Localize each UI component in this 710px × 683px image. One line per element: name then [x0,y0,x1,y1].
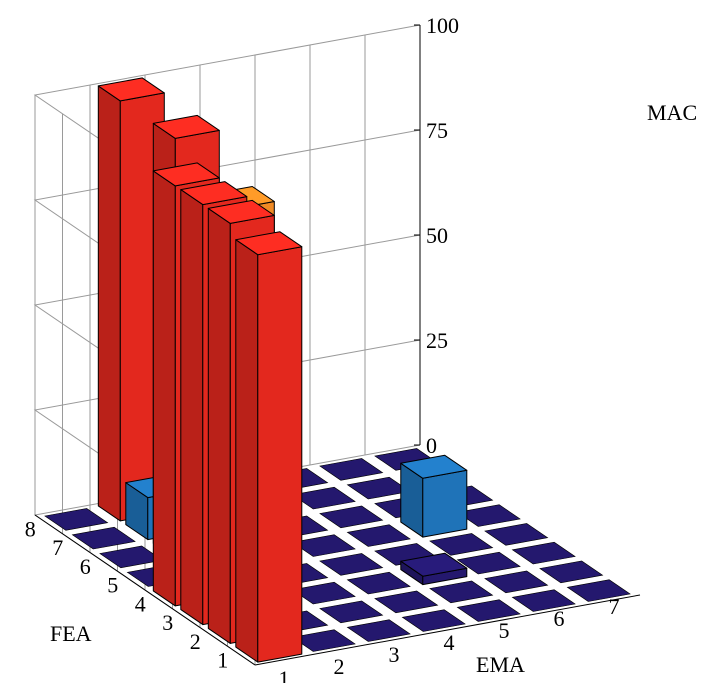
y-axis-line [34,514,256,666]
floor-tile [429,533,494,556]
floor-tile [484,570,549,594]
bar-top [152,162,220,187]
bar-side [152,170,176,607]
bar-front [422,469,468,538]
bar-side [180,189,204,626]
bar-top [207,199,275,224]
y-tick-label: 8 [25,516,36,541]
bar-side [207,207,231,644]
floor-tile [511,541,576,565]
z-tick-label: 0 [426,433,437,458]
floor-tile [511,589,576,612]
x-tick-label: 6 [554,606,565,631]
y-tick-label: 2 [190,629,201,654]
bar-top [180,181,248,206]
floor-tile [484,523,549,546]
y-tick-label: 7 [52,535,63,560]
z-axis-label: MAC [647,100,697,125]
y-axis-label: FEA [50,621,92,646]
x-tick-label: 1 [279,666,290,683]
x-axis-line [254,594,641,666]
floor-tile [319,553,384,576]
bar-top [400,454,468,479]
bar [400,552,468,586]
bar-side [235,239,259,663]
x-tick-label: 7 [609,594,620,619]
x-tick-label: 3 [389,642,400,667]
bars [97,77,468,663]
floor-tile [456,599,521,622]
bar-top [152,114,220,139]
bar [400,454,468,538]
y-tick-label: 6 [80,554,91,579]
floor-tile [346,476,411,500]
x-axis-label: EMA [476,652,525,677]
floor-tile [429,580,494,604]
bar-top [97,77,165,102]
z-tick-label: 25 [426,328,448,353]
floor-tile [346,571,411,595]
z-tick-label: 75 [426,118,448,143]
bar-top [400,552,468,577]
y-tick-label: 5 [107,573,118,598]
x-tick-label: 5 [499,618,510,643]
floor-tile [71,526,136,550]
y-tick-label: 4 [135,591,146,616]
floor-tile [44,508,109,531]
floor-tile [99,545,164,569]
floor-tile [456,551,521,575]
floor-tile [374,590,439,614]
z-tick-label: 50 [426,223,448,248]
x-tick-label: 4 [444,630,455,655]
bar-side [97,85,121,522]
x-tick-label: 2 [334,654,345,679]
floor-tile [346,619,411,642]
floor-tile [319,505,384,529]
floor-tile [401,609,466,632]
axes-frame [34,24,641,666]
y-tick-label: 1 [217,648,228,673]
bar-top [235,231,303,256]
floor-tile [566,579,631,602]
floor-tile [319,458,384,481]
floor-tile [346,524,411,547]
z-tick-label: 100 [426,13,459,38]
floor-tile [319,600,384,624]
floor-tile [539,560,604,584]
y-tick-label: 3 [162,610,173,635]
bar-front [257,246,303,663]
bar [235,231,303,663]
